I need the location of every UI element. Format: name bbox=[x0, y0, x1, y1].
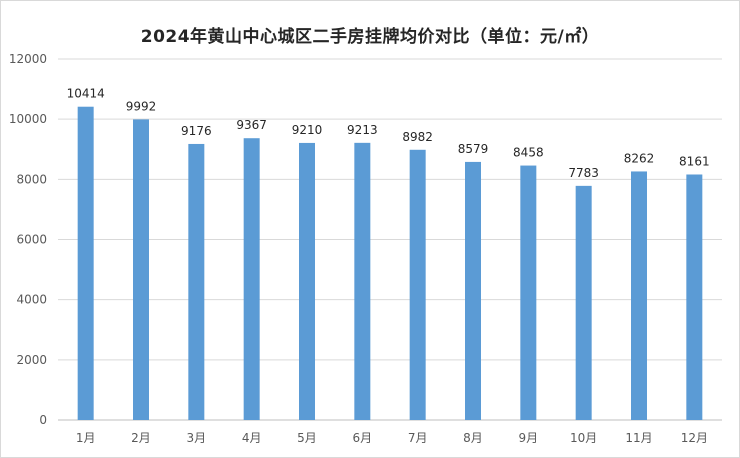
x-axis: 1月 2月 3月 4月 5月 6月 7月 8月 9月 10月 11月 12月 bbox=[76, 431, 708, 445]
x-tick-label: 3月 bbox=[187, 431, 207, 445]
bar bbox=[686, 174, 703, 420]
data-label: 9367 bbox=[236, 118, 267, 132]
y-tick-label: 6000 bbox=[16, 233, 47, 247]
bar bbox=[299, 142, 315, 420]
y-tick-label: 10000 bbox=[9, 112, 47, 126]
bar bbox=[409, 149, 426, 420]
bar bbox=[188, 143, 205, 421]
x-tick-label: 2月 bbox=[131, 431, 151, 445]
data-label: 8579 bbox=[458, 142, 489, 156]
x-tick-label: 9月 bbox=[519, 431, 539, 445]
data-label: 9992 bbox=[126, 99, 157, 113]
y-tick-label: 12000 bbox=[9, 52, 47, 66]
bar bbox=[77, 106, 94, 421]
bar bbox=[133, 119, 149, 420]
bar bbox=[520, 165, 537, 420]
x-tick-label: 6月 bbox=[353, 431, 373, 445]
data-label: 8262 bbox=[624, 151, 655, 165]
gridlines bbox=[58, 58, 722, 421]
bars bbox=[77, 106, 703, 421]
y-axis: 0 2000 4000 6000 8000 10000 12000 bbox=[9, 52, 47, 427]
data-label: 8982 bbox=[402, 130, 433, 144]
y-tick-label: 2000 bbox=[16, 353, 47, 367]
x-tick-label: 5月 bbox=[297, 431, 317, 445]
x-tick-label: 7月 bbox=[408, 431, 428, 445]
x-tick-label: 12月 bbox=[681, 431, 708, 445]
y-tick-label: 8000 bbox=[16, 172, 47, 186]
data-label: 8161 bbox=[679, 154, 710, 168]
bar bbox=[465, 161, 481, 420]
bar bbox=[243, 138, 260, 420]
bar bbox=[631, 171, 647, 420]
x-tick-label: 1月 bbox=[76, 431, 96, 445]
data-label: 8458 bbox=[513, 146, 544, 160]
bar bbox=[354, 142, 371, 420]
y-tick-label: 0 bbox=[39, 413, 47, 427]
x-tick-label: 11月 bbox=[625, 431, 652, 445]
data-label: 9176 bbox=[181, 124, 212, 138]
x-tick-label: 10月 bbox=[570, 431, 597, 445]
data-label: 7783 bbox=[568, 166, 599, 180]
chart-title: 2024年黄山中心城区二手房挂牌均价对比（单位：元/㎡） bbox=[140, 27, 600, 47]
data-labels: 10414 9992 9176 9367 9210 9213 8982 8579 8458 778… bbox=[67, 87, 710, 180]
data-label: 10414 bbox=[67, 87, 105, 101]
y-tick-label: 4000 bbox=[16, 293, 47, 307]
x-tick-label: 8月 bbox=[463, 431, 483, 445]
x-tick-label: 4月 bbox=[242, 431, 262, 445]
bar bbox=[575, 185, 592, 420]
data-label: 9210 bbox=[292, 123, 323, 137]
data-label: 9213 bbox=[347, 123, 378, 137]
